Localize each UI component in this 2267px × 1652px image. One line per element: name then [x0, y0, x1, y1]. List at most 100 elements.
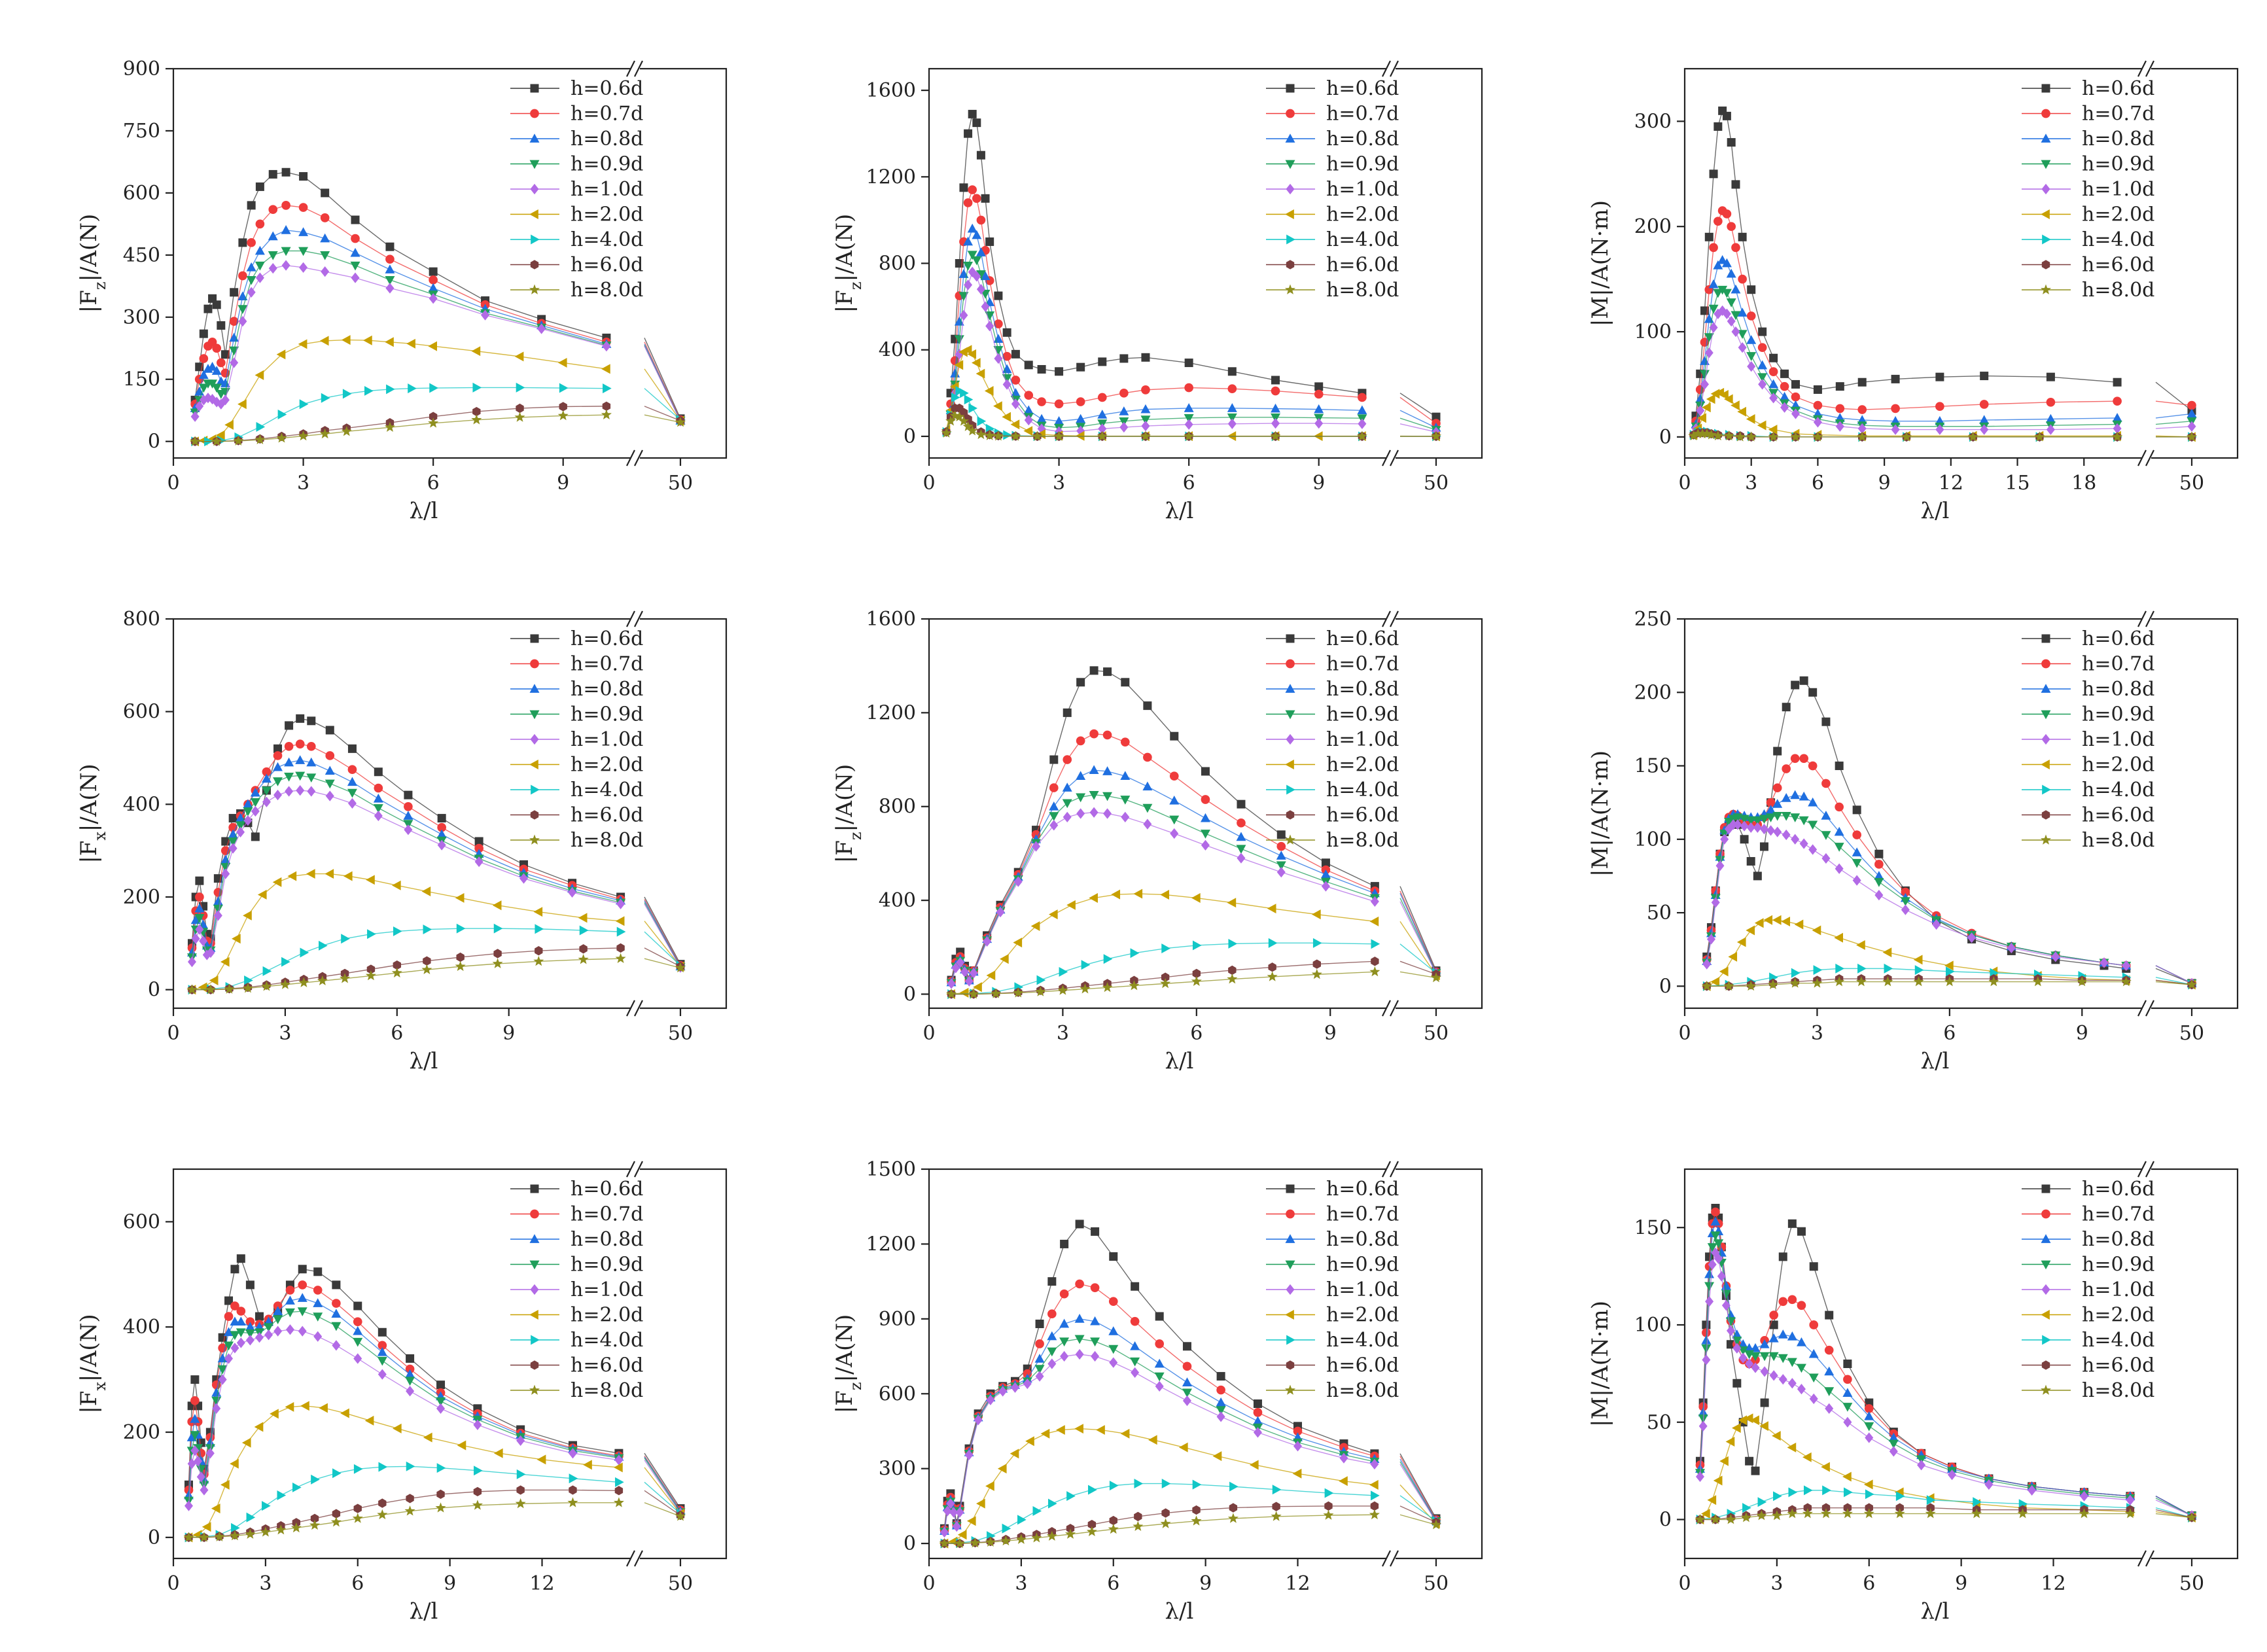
data-point [945, 415, 957, 426]
data-point [958, 415, 969, 426]
data-point [243, 807, 253, 817]
data-point [1066, 1491, 1076, 1502]
data-point [1059, 1337, 1070, 1346]
data-point [364, 1415, 374, 1426]
legend-label: h=4.0d [2082, 779, 2154, 801]
x-tick-label: 9 [557, 472, 569, 495]
data-point [1808, 1348, 1819, 1358]
data-point [1768, 367, 1778, 376]
data-point [994, 319, 1003, 328]
legend-item: h=0.7d [510, 653, 643, 676]
data-point [1091, 1227, 1100, 1236]
data-point [224, 419, 234, 430]
series-line [951, 670, 1375, 981]
data-point [1789, 977, 1801, 988]
data-point [1935, 402, 1944, 412]
data-point [1047, 1331, 1057, 1341]
data-point [241, 1437, 251, 1448]
data-point [386, 384, 395, 395]
data-point [601, 364, 610, 374]
data-point [455, 960, 466, 972]
data-point [1192, 940, 1202, 951]
data-point [247, 201, 256, 210]
data-point [347, 744, 357, 753]
data-point [406, 1354, 415, 1363]
series-h=8.0d [1688, 428, 2198, 442]
data-point [321, 188, 330, 198]
data-point [1724, 823, 1733, 835]
series-h=1.0d [946, 266, 1441, 438]
legend-marker [2041, 1310, 2050, 1320]
data-point [1737, 330, 1748, 340]
data-point [1766, 805, 1776, 814]
data-point [320, 233, 330, 243]
data-point [1430, 431, 1442, 441]
data-point [994, 291, 1003, 300]
data-point [246, 275, 256, 285]
data-point [198, 982, 207, 993]
series-h=0.8d [1691, 255, 2197, 429]
data-point [981, 301, 990, 312]
data-point [1738, 342, 1747, 353]
data-point [1701, 980, 1712, 991]
data-point [1891, 374, 1900, 383]
series-h=0.7d [946, 185, 1441, 428]
data-point [207, 337, 217, 347]
data-point [296, 714, 305, 723]
series-tail-line [2155, 977, 2192, 985]
data-point [325, 779, 335, 789]
data-point [385, 337, 394, 347]
y-tick-label: 0 [148, 979, 160, 1002]
data-point [1697, 428, 1708, 438]
data-point [1874, 860, 1884, 869]
y-tick-label: 0 [904, 1532, 916, 1555]
data-point [2079, 1490, 2088, 1502]
data-point [533, 907, 543, 917]
data-point [2045, 413, 2056, 423]
data-point [1369, 916, 1379, 926]
data-point [262, 767, 272, 777]
data-point [306, 773, 317, 783]
axis-break-mark [2137, 60, 2147, 77]
data-point [195, 400, 204, 412]
data-point [1731, 243, 1740, 253]
legend-item: h=2.0d [2022, 203, 2154, 226]
legend-label: h=6.0d [1326, 804, 1399, 827]
data-point [1089, 807, 1098, 818]
data-point [1049, 812, 1059, 821]
data-point [1732, 1343, 1742, 1354]
data-point [1763, 915, 1773, 925]
y-axis-label: |Fz|/A(N) [76, 214, 109, 313]
data-point [1821, 1503, 1831, 1513]
y-tick-label: 300 [1634, 110, 1672, 133]
data-point [341, 426, 352, 436]
data-point [1746, 925, 1755, 936]
data-point [2028, 1485, 2037, 1496]
data-point [406, 1386, 415, 1397]
data-point [238, 238, 247, 247]
data-point [1802, 1452, 1812, 1462]
data-point [492, 900, 502, 911]
data-point [1759, 842, 1768, 851]
data-point [1821, 852, 1831, 864]
data-point [493, 949, 502, 958]
data-point [1076, 771, 1086, 781]
legend-label: h=0.6d [2082, 1178, 2154, 1201]
data-point [1076, 736, 1085, 746]
data-point [1701, 1509, 1710, 1519]
data-point [1200, 813, 1210, 822]
data-point [1034, 1365, 1045, 1374]
legend-marker [1286, 260, 1295, 270]
data-point [405, 1377, 415, 1386]
data-point [325, 869, 334, 879]
data-point [423, 956, 431, 966]
data-point [1709, 243, 1718, 253]
data-point [232, 934, 241, 944]
series-h=8.0d [1701, 976, 2198, 991]
x-tick-label: 6 [1812, 472, 1824, 495]
y-axis-label: |Fx|/A(N) [76, 764, 109, 863]
series-tail-line [644, 338, 681, 419]
data-point [1809, 1262, 1818, 1271]
data-point [1835, 863, 1844, 874]
data-point [1184, 383, 1193, 393]
